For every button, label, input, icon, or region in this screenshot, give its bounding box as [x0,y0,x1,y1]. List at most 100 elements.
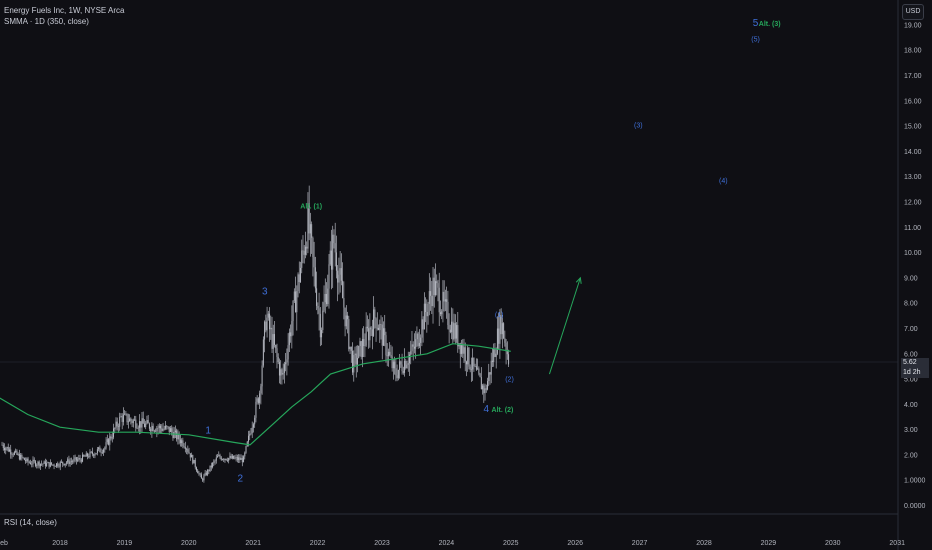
price-bar-body [380,323,382,325]
price-bar-body [435,281,437,296]
price-bar-body [259,393,261,403]
price-bar-body [470,369,472,371]
price-bar-body [171,428,173,432]
symbol-title[interactable]: Energy Fuels Inc, 1W, NYSE Arca [4,6,125,15]
price-bar-body [148,423,150,429]
price-tick-label: 5.00 [904,377,918,384]
time-tick-label: 2022 [310,540,326,547]
currency-button[interactable]: USD [902,4,924,20]
price-bar-body [359,341,361,347]
price-bar-body [361,339,363,358]
price-bar-body [249,434,251,436]
price-bar-body [96,449,98,454]
price-bar-body [46,463,48,466]
price-bar-body [204,472,206,476]
price-axis[interactable]: 0.0000 1.0000 2.00 3.00 4.00 5.00 6.00 7.00 8.00… [904,22,926,510]
price-bar-body [68,459,70,465]
price-bar-body [308,203,310,234]
price-bar-body [48,462,50,467]
price-bar-body [22,457,24,458]
price-bar-body [18,453,20,460]
price-bar-body [332,234,334,270]
price-bar-body [191,454,193,458]
price-bar-body [433,277,435,296]
price-bar-body [181,440,183,444]
price-bar-body [438,287,440,313]
time-tick-label: 2021 [245,540,261,547]
price-bar-body [436,281,438,284]
price-bar-body [233,455,235,459]
wave-label: Alt. (1) [300,203,322,210]
time-tick-label: 2018 [52,540,68,547]
price-bar-body [505,342,507,352]
price-bar-body [358,346,360,359]
price-bar-body [283,364,285,373]
price-bar-body [98,447,100,450]
price-bar-body [143,423,145,427]
price-bar-body [396,375,398,379]
price-bar-body [26,458,28,462]
price-bar-body [183,446,185,448]
price-bar-body [37,461,39,465]
price-bar-body [344,307,346,327]
price-bar-body [15,450,17,453]
price-bar-body [99,447,101,453]
price-bar-body [252,424,254,428]
price-bar-body [111,437,113,439]
price-bar-body [281,369,283,375]
price-bar-body [109,436,111,445]
price-bar-body [122,414,124,422]
price-bar-body [494,349,496,357]
price-bar-body [256,398,258,402]
price-bar-body [64,463,66,466]
price-bar-body [421,319,423,338]
price-bar-body [151,425,153,432]
price-bar-body [95,453,97,455]
price-bar-body [389,351,391,355]
price-bar-body [42,463,44,465]
projection-arrow-head [575,276,582,284]
price-bar-body [234,457,236,459]
indicator-legend[interactable]: SMMA · 1D (350, close) [4,17,89,26]
price-bar-body [161,428,163,431]
price-tick-label: 9.00 [904,275,918,282]
price-bar-body [355,353,357,365]
price-bar-body [432,277,434,307]
time-axis[interactable]: eb 2018 2019 2020 2021 2022 2023 2024 2025 2026 20… [0,540,905,547]
price-bars [1,185,510,483]
price-bar-body [6,446,8,449]
price-bar-body [496,328,498,354]
price-bar-body [167,426,169,428]
price-bar-body [410,351,412,355]
price-bar-body [2,444,4,448]
price-bar-body [264,321,266,340]
price-bar-body [103,449,105,453]
price-bar-body [382,328,384,346]
price-bar-body [291,321,293,337]
price-bar-body [56,463,58,467]
price-bar-body [250,433,252,435]
price-bar-body [131,420,133,424]
price-bar-body [257,398,259,403]
price-bar-body [219,455,221,458]
price-bar-body [198,473,200,474]
price-bar-body [188,451,190,454]
price-bar-body [301,250,303,268]
price-bar-body [487,381,489,390]
price-bar-body [189,453,191,458]
price-bar-body [209,465,211,472]
price-bar-body [354,353,356,356]
price-tick-label: 19.00 [904,22,922,29]
price-bar-body [297,274,299,292]
price-bar-body [426,312,428,317]
time-tick-label: 2029 [761,540,777,547]
rsi-legend[interactable]: RSI (14, close) [4,518,57,527]
price-bar-body [5,448,7,451]
time-tick-label: 2031 [889,540,905,547]
price-bar-body [427,303,429,317]
price-bar-body [475,366,477,370]
price-bar-body [162,428,164,431]
price-bar-body [17,453,19,455]
price-bar-body [77,459,79,461]
